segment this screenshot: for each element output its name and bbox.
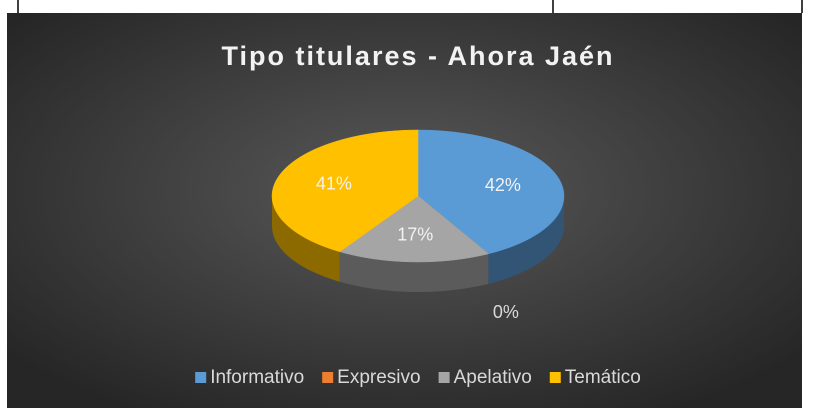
legend-swatch	[322, 372, 334, 383]
legend: Informativo Expresivo Apelativo Temático	[195, 367, 641, 388]
slice	[417, 129, 565, 255]
legend-label: Expresivo	[337, 367, 420, 388]
slice	[339, 195, 489, 263]
slice-side	[339, 251, 489, 292]
data-label: 42%	[485, 175, 521, 195]
chart-title: Tipo titulares - Ahora Jaén	[221, 41, 614, 71]
legend-swatch	[438, 372, 450, 383]
legend-label: Informativo	[210, 367, 304, 388]
data-label: 17%	[397, 224, 433, 244]
pie: 42% 0% 17% 41%	[271, 129, 565, 322]
data-label: 0%	[493, 302, 519, 322]
legend-swatch	[195, 372, 207, 383]
slice	[271, 129, 419, 253]
legend-label: Temático	[565, 367, 641, 388]
data-label: 41%	[316, 174, 352, 194]
legend-swatch	[549, 372, 561, 383]
legend-label: Apelativo	[454, 367, 532, 388]
slice-side	[488, 196, 564, 284]
slice-side	[272, 196, 340, 282]
